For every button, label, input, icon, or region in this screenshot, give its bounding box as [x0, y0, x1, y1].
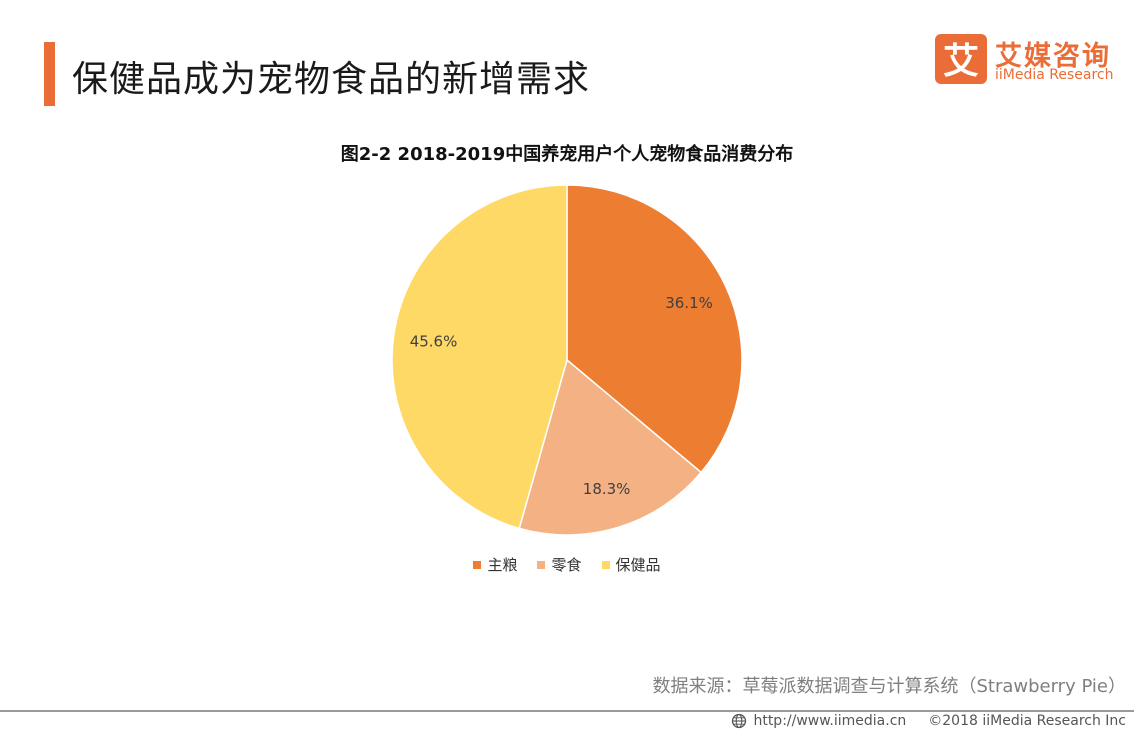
logo-mark-icon: 艾 [935, 34, 987, 84]
pie-label-staple: 36.1% [665, 294, 713, 312]
chart-title: 图2-2 2018-2019中国养宠用户个人宠物食品消费分布 [340, 144, 794, 165]
chart-legend: 主粮 零食 保健品 [0, 554, 1134, 575]
pie-label-snack: 18.3% [583, 480, 631, 498]
pie-slice-staple [566, 184, 743, 474]
logo-mark-char: 艾 [943, 41, 979, 82]
pie-label-supplement: 45.6% [410, 332, 458, 350]
footer-divider [0, 710, 1134, 712]
data-source-note: 数据来源：草莓派数据调查与计算系统（Strawberry Pie） [652, 676, 1126, 697]
legend-swatch [473, 560, 482, 569]
iimedia-logo[interactable]: 艾 艾媒咨询 iiMedia Research [935, 34, 1125, 86]
footer-url-link[interactable]: http://www.iimedia.cn [753, 713, 907, 729]
logo-name-en: iiMedia Research [995, 67, 1114, 83]
pie-slice-supplement [391, 184, 568, 530]
title-accent-bar [44, 42, 55, 106]
legend-label: 保健品 [615, 556, 661, 574]
logo-name-cn: 艾媒咨询 [995, 41, 1111, 72]
pie-slice-snack [518, 358, 703, 536]
page-title: 保健品成为宠物食品的新增需求 [72, 59, 591, 100]
pie-chart: 36.1% 18.3% 45.6% [391, 184, 743, 536]
legend-item-staple: 主粮 [473, 554, 517, 575]
globe-icon [731, 713, 747, 729]
legend-item-snack: 零食 [537, 554, 582, 575]
footer: http://www.iimedia.cn ©2018 iiMedia Rese… [731, 713, 1126, 729]
legend-item-supplement: 保健品 [601, 554, 661, 575]
footer-copyright: ©2018 iiMedia Research Inc [928, 713, 1126, 729]
legend-label: 零食 [551, 556, 582, 574]
legend-label: 主粮 [487, 556, 518, 574]
legend-swatch [601, 560, 610, 569]
legend-swatch [537, 560, 546, 569]
